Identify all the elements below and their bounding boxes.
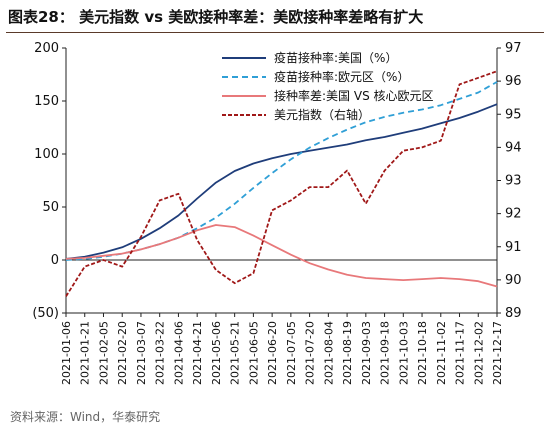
x-tick-label: 2021-06-05 [247, 321, 260, 385]
legend-label-3: 接种率差:美国 VS 核心欧元区 [274, 88, 434, 103]
x-tick-label: 2021-12-02 [472, 321, 485, 385]
series-line-3 [65, 224, 498, 288]
x-tick-label: 2021-03-22 [154, 321, 167, 385]
x-tick-label: 2021-05-06 [210, 321, 223, 385]
x-tick-label: 2021-02-20 [116, 321, 129, 385]
x-tick-label: 2021-08-04 [322, 321, 335, 385]
x-tick-label: 2021-03-07 [135, 321, 148, 385]
left-tick-label: 50 [42, 200, 59, 215]
series-group [65, 70, 498, 297]
left-tick-label: 150 [34, 94, 59, 109]
x-tick-label: 2021-01-06 [60, 321, 73, 385]
legend-label-2: 疫苗接种率:欧元区（%） [274, 69, 409, 84]
title-divider [6, 32, 544, 33]
right-tick-label: 96 [505, 74, 522, 89]
right-tick-label: 94 [505, 140, 522, 155]
chart-title: 图表28： 美元指数 vs 美欧接种率差：美欧接种率差略有扩大 [8, 8, 424, 26]
x-tick-label: 2021-01-21 [79, 321, 92, 385]
left-tick-label: 0 [51, 253, 59, 268]
line-chart: 200 150 100 50 0 (50) 97 96 95 94 93 92 91 90 89 2021-0… [32, 41, 521, 385]
right-tick-label: 90 [505, 273, 522, 288]
axes-group: 200 150 100 50 0 (50) 97 96 95 94 93 92 91 90 89 2021-0… [32, 41, 521, 385]
source-note: 资料来源：Wind，华泰研究 [10, 410, 161, 424]
right-tick-label: 92 [505, 207, 522, 222]
right-tick-label: 95 [505, 107, 522, 122]
x-tick-label: 2021-07-05 [285, 321, 298, 385]
right-tick-label: 91 [505, 240, 522, 255]
x-tick-label: 2021-11-02 [435, 321, 448, 385]
x-tick-label: 2021-09-03 [360, 321, 373, 385]
x-tick-label: 2021-04-21 [191, 321, 204, 385]
x-tick-label: 2021-10-18 [416, 321, 429, 385]
legend-label-1: 疫苗接种率:美国（%） [274, 50, 397, 65]
left-tick-label: 200 [34, 41, 59, 56]
series-line-1 [65, 103, 498, 260]
right-tick-label: 93 [505, 174, 522, 189]
right-tick-label: 89 [505, 306, 522, 321]
x-tick-label: 2021-06-20 [266, 321, 279, 385]
x-tick-label: 2021-09-18 [379, 321, 392, 385]
legend: 疫苗接种率:美国（%） 疫苗接种率:欧元区（%） 接种率差:美国 VS 核心欧元区美… [222, 50, 434, 122]
x-tick-label: 2021-11-17 [454, 321, 467, 385]
left-tick-label: 100 [34, 147, 59, 162]
left-tick-label: (50) [32, 306, 59, 321]
series-line-4 [65, 70, 498, 297]
right-tick-label: 97 [505, 41, 522, 56]
legend-label-4: 美元指数（右轴） [274, 107, 370, 122]
x-tick-label: 2021-08-19 [341, 321, 354, 385]
x-tick-label: 2021-12-17 [491, 321, 504, 385]
x-tick-label: 2021-02-05 [97, 321, 110, 385]
x-tick-label: 2021-05-21 [229, 321, 242, 385]
x-tick-label: 2021-04-06 [172, 321, 185, 385]
x-tick-label: 2021-10-03 [397, 321, 410, 385]
x-tick-label: 2021-07-20 [304, 321, 317, 385]
